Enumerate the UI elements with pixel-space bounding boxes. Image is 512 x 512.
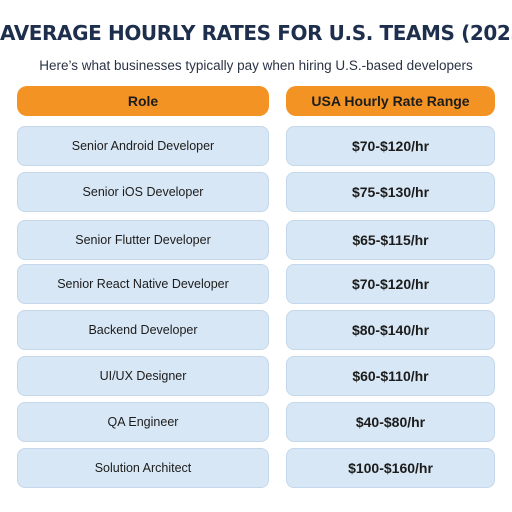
table-row: Senior Flutter Developer $65-$115/hr [0,220,512,260]
rate-cell: $60-$110/hr [286,356,495,396]
rate-cell: $75-$130/hr [286,172,495,212]
table-row: UI/UX Designer $60-$110/hr [0,356,512,396]
role-cell: Senior Android Developer [17,126,269,166]
rate-cell: $70-$120/hr [286,126,495,166]
table-row: Backend Developer $80-$140/hr [0,310,512,350]
role-cell: Backend Developer [17,310,269,350]
table-row: QA Engineer $40-$80/hr [0,402,512,442]
page-subtitle: Here’s what businesses typically pay whe… [39,58,473,73]
rate-cell: $40-$80/hr [286,402,495,442]
rate-cell: $100-$160/hr [286,448,495,488]
table-row: Senior React Native Developer $70-$120/h… [0,264,512,304]
table-row: Senior Android Developer $70-$120/hr [0,126,512,166]
column-header-rate: USA Hourly Rate Range [286,86,495,116]
page-title: AVERAGE HOURLY RATES FOR U.S. TEAMS (202… [0,21,512,45]
role-cell: Senior iOS Developer [17,172,269,212]
role-cell: QA Engineer [17,402,269,442]
role-cell: Senior Flutter Developer [17,220,269,260]
rate-cell: $65-$115/hr [286,220,495,260]
role-cell: Solution Architect [17,448,269,488]
table-row: Senior iOS Developer $75-$130/hr [0,172,512,212]
column-header-role: Role [17,86,269,116]
role-cell: UI/UX Designer [17,356,269,396]
role-cell: Senior React Native Developer [17,264,269,304]
rate-cell: $70-$120/hr [286,264,495,304]
table-row: Solution Architect $100-$160/hr [0,448,512,488]
rate-cell: $80-$140/hr [286,310,495,350]
